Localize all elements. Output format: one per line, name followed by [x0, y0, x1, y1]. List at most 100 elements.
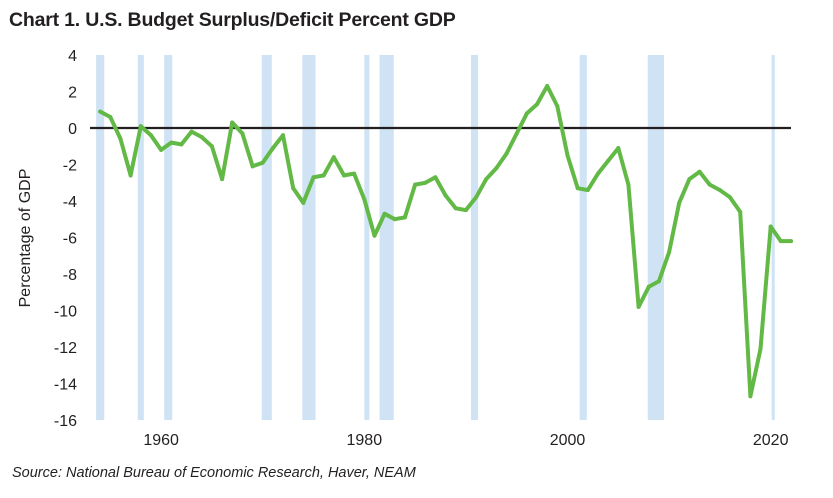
data-point — [636, 304, 641, 309]
x-tick-label: 2000 — [550, 432, 586, 449]
recession-band-7 — [470, 55, 479, 420]
data-point — [494, 166, 499, 171]
data-point — [514, 131, 519, 136]
data-point — [372, 233, 377, 238]
x-axis-ticks: 1960 1980 2000 2020 — [143, 432, 788, 449]
data-point — [453, 206, 458, 211]
data-point — [768, 224, 773, 229]
data-point — [585, 188, 590, 193]
data-point — [128, 173, 133, 178]
data-point — [789, 239, 793, 244]
series-line-0 — [98, 84, 793, 399]
data-point — [646, 284, 651, 289]
data-point — [463, 208, 468, 213]
y-tick-label: -14 — [54, 377, 77, 394]
data-point — [626, 182, 631, 187]
x-tick-label: 2020 — [753, 432, 789, 449]
data-point — [423, 180, 428, 185]
y-tick-label: -6 — [63, 231, 77, 248]
data-point — [504, 151, 509, 156]
data-point — [260, 160, 265, 165]
data-point — [189, 129, 194, 134]
data-point — [331, 155, 336, 160]
data-point — [595, 171, 600, 176]
data-point — [524, 111, 529, 116]
data-point — [433, 175, 438, 180]
data-point — [220, 177, 225, 182]
data-point — [148, 133, 153, 138]
data-point — [321, 173, 326, 178]
chart-title: Chart 1. U.S. Budget Surplus/Deficit Per… — [9, 9, 456, 31]
data-point — [545, 84, 550, 89]
data-point — [250, 164, 255, 169]
y-tick-label: -16 — [54, 413, 77, 430]
y-tick-label: -4 — [63, 194, 77, 211]
data-point — [474, 195, 479, 200]
recession-bands — [96, 55, 775, 420]
data-point — [291, 186, 296, 191]
data-point — [413, 182, 418, 187]
data-point — [382, 211, 387, 216]
data-point — [565, 153, 570, 158]
recession-band-1 — [137, 55, 144, 420]
recession-band-6 — [379, 55, 394, 420]
series-layer — [98, 84, 793, 399]
y-tick-label: -10 — [54, 304, 77, 321]
data-point — [98, 109, 103, 114]
recession-band-2 — [164, 55, 173, 420]
y-tick-label: 0 — [68, 121, 77, 138]
source-note: Source: National Bureau of Economic Rese… — [12, 465, 416, 481]
data-point — [728, 195, 733, 200]
recession-band-10 — [771, 55, 775, 420]
data-point — [138, 124, 143, 129]
recession-band-8 — [579, 55, 587, 420]
data-point — [199, 135, 204, 140]
y-tick-label: 4 — [68, 48, 77, 65]
data-point — [341, 173, 346, 178]
data-point — [707, 182, 712, 187]
data-point — [616, 146, 621, 151]
y-tick-label: -2 — [63, 158, 77, 175]
data-point — [677, 200, 682, 205]
data-point — [484, 177, 489, 182]
y-tick-label: 2 — [68, 85, 77, 102]
data-point — [758, 346, 763, 351]
y-tick-label: -12 — [54, 340, 77, 357]
data-point — [687, 177, 692, 182]
x-tick-label: 1980 — [347, 432, 383, 449]
data-point — [656, 279, 661, 284]
data-point — [311, 175, 316, 180]
recession-band-3 — [261, 55, 272, 420]
data-point — [118, 136, 123, 141]
data-point — [535, 102, 540, 107]
data-point — [240, 131, 245, 136]
data-point — [270, 146, 275, 151]
data-point — [778, 239, 783, 244]
data-point — [108, 115, 113, 120]
recession-band-4 — [302, 55, 316, 420]
data-point — [717, 188, 722, 193]
data-point — [169, 140, 174, 145]
recession-band-5 — [364, 55, 370, 420]
recession-band-0 — [96, 55, 105, 420]
data-point — [402, 215, 407, 220]
data-point — [748, 394, 753, 399]
data-point — [575, 186, 580, 191]
y-axis-ticks: 4 2 0 -2 -4 -6 -8 -10 -12 -14 -16 — [54, 48, 77, 430]
recession-band-9 — [647, 55, 665, 420]
data-point — [230, 120, 235, 125]
data-point — [443, 193, 448, 198]
data-point — [301, 200, 306, 205]
data-point — [281, 133, 286, 138]
data-point — [555, 104, 560, 109]
data-point — [159, 147, 164, 152]
x-tick-label: 1960 — [143, 432, 179, 449]
data-point — [667, 250, 672, 255]
y-tick-label: -8 — [63, 267, 77, 284]
data-point — [606, 158, 611, 163]
data-point — [738, 209, 743, 214]
data-point — [179, 142, 184, 147]
data-point — [392, 217, 397, 222]
data-point — [362, 197, 367, 202]
